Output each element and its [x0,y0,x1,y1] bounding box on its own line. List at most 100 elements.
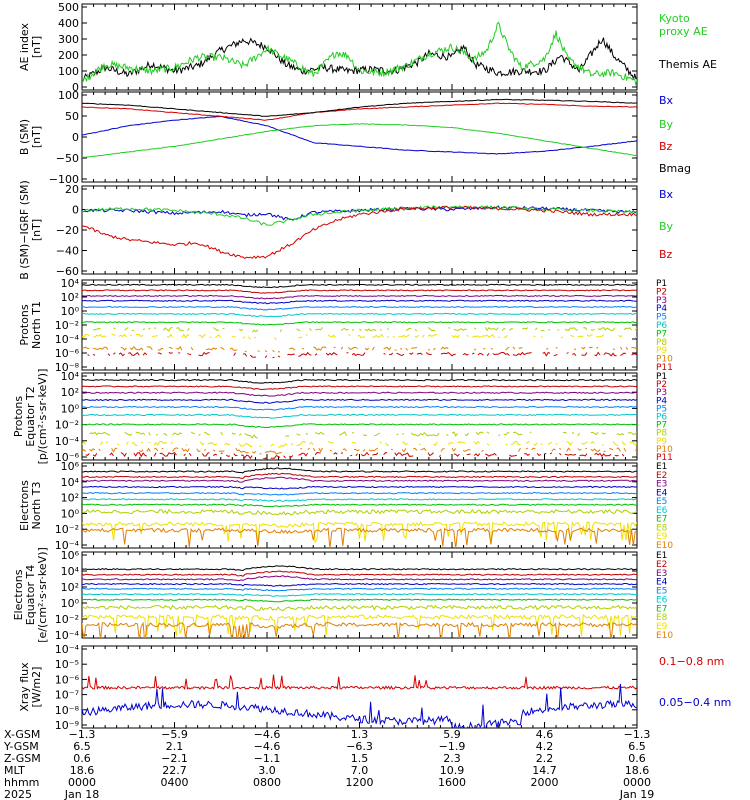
y-tick-label: 10⁻⁶ [55,347,80,360]
y-tick-label: 10⁻⁴ [55,333,80,346]
legend-item: P4 [656,396,667,406]
footer-cell: 4.2 [536,740,554,753]
y-tick-label: 10⁻⁹ [55,719,79,732]
series-level-6 [82,413,637,419]
legend-item: E5 [656,497,667,507]
y-tick-label: 10⁻⁸ [55,361,80,374]
series-level-8 [82,604,637,611]
series-level-9 [82,333,637,341]
y-tick-label: 0 [72,204,79,217]
series-level-5 [82,492,637,496]
footer-cell: −5.9 [161,728,188,741]
y-axis-label: AE index [18,22,31,71]
y-tick-label: 10⁻² [55,523,79,536]
footer-cell: 0000 [68,776,96,789]
y-tick-label: 10⁴ [61,476,80,489]
legend-item: E10 [656,541,673,551]
series-xray-short [82,683,637,728]
y-axis-label: B (SM) [18,119,31,155]
footer-cell: 18.6 [70,764,95,777]
footer-cell: −4.6 [254,728,281,741]
legend-item: Kyoto [659,12,690,25]
footer-cell: 10.9 [440,764,465,777]
legend-item: P2 [656,380,667,390]
series-level-3 [82,391,637,397]
y-axis-label: North T3 [30,482,43,530]
legend-item: P2 [656,287,667,297]
footer-cell: −1.1 [254,752,281,765]
y-axis-label: [nT] [30,36,43,58]
footer-cell: 0000 [623,776,651,789]
y-tick-label: 50 [65,110,79,123]
y-tick-label: 100 [58,89,79,102]
legend-item: By [659,220,674,233]
plot-frame [81,279,638,371]
series-bz [82,205,637,260]
y-tick-label: 10⁴ [61,277,80,290]
series-level-5 [82,587,637,592]
legend-item: proxy AE [659,25,708,38]
y-tick-label: 10⁻⁴ [55,539,80,552]
y-tick-label: 0 [72,131,79,144]
y-tick-label: 10² [61,492,79,505]
footer-cell: 1200 [346,776,374,789]
footer-cell: 0.6 [628,752,646,765]
legend-item: P10 [656,355,673,365]
legend-item: E8 [656,613,668,623]
legend-item: By [659,118,674,131]
series-level-1 [82,283,637,289]
y-axis-label: Equator T4 [24,565,37,625]
panel-xray: 10⁻⁴ 10⁻⁵ 10⁻⁶ 10⁻⁷ 10⁻⁸ 10⁻⁹ Xray flux [W/m2] 0… [18,643,731,732]
footer-row-label: hhmm [4,776,39,789]
legend-item: P10 [656,445,673,455]
footer-cell: −6.3 [346,740,373,753]
y-tick-label: −20 [56,224,79,237]
series-level-1 [82,378,637,384]
legend-item: E3 [656,569,667,579]
y-tick-label: 10² [61,581,79,594]
legend-item: E10 [656,631,673,641]
series-level-8 [82,508,637,516]
plot-data [82,21,637,87]
legend-item: E9 [656,532,668,542]
legend-item: 0.1−0.8 nm [659,655,724,668]
footer-cell: 0400 [161,776,189,789]
footer-cell: −2.1 [161,752,188,765]
legend-item: E5 [656,587,667,597]
y-tick-label: 100 [58,65,79,78]
footer-cell: 2.3 [443,752,461,765]
series-level-9 [82,613,637,637]
y-tick-label: 10⁻⁴ [55,435,80,448]
series-level-7 [82,423,637,429]
series-level-6 [82,498,637,502]
footer-cell: −4.6 [254,740,281,753]
series-level-7 [82,321,637,326]
footer-row-label: 2025 [4,788,32,800]
footer-cell: −1.9 [439,740,466,753]
legend-item: P3 [656,296,667,306]
y-axis-label: Xray flux [18,662,31,712]
legend-item: P9 [656,437,667,447]
y-tick-label: 10⁻⁶ [55,673,80,686]
legend-item: P8 [656,429,667,439]
legend-item: E8 [656,523,668,533]
legend-item: E9 [656,622,668,632]
legend-item: P5 [656,313,667,323]
series-level-9 [82,521,637,544]
legend-item: E6 [656,506,668,516]
footer-cell: 4.6 [536,728,554,741]
panel-bsm: 100 50 0 −50 −100 B (SM) [nT] Bx By Bz Bmag [18,89,691,186]
y-tick-label: 0 [72,81,79,94]
plot-data [82,378,637,459]
legend-item: P8 [656,338,667,348]
footer-cell: 7.0 [351,764,369,777]
series-level-6 [82,312,637,318]
footer-cell: 1.5 [351,752,369,765]
series-by [82,204,637,226]
series-level-1 [82,565,637,572]
legend-item: E4 [656,578,668,588]
